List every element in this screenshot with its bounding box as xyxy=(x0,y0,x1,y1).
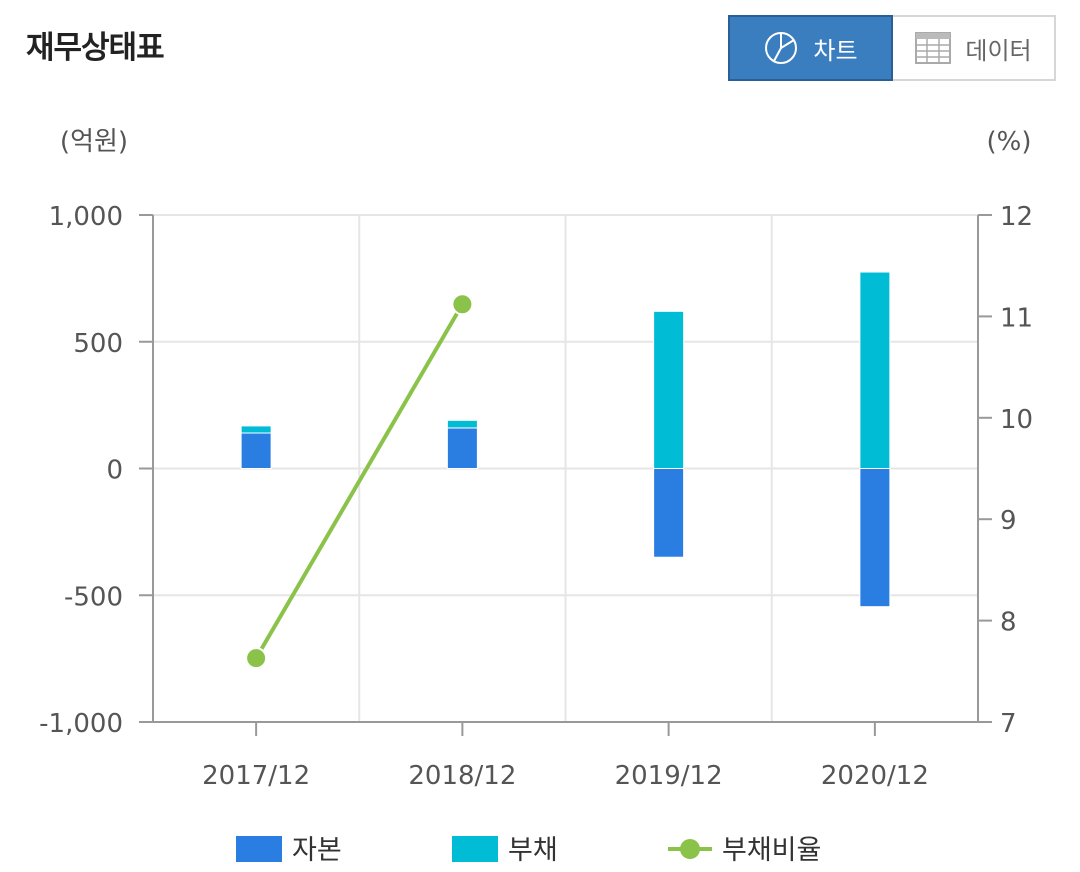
legend-capital-swatch xyxy=(236,836,282,862)
right-tick-label: 9 xyxy=(1000,506,1017,536)
legend-debt-swatch xyxy=(452,836,498,862)
right-tick-label: 7 xyxy=(1000,709,1017,739)
legend-capital-label[interactable]: 자본 xyxy=(292,835,342,866)
legend-ratio-label[interactable]: 부채비율 xyxy=(722,835,821,866)
x-tick-label: 2020/12 xyxy=(821,761,929,791)
left-tick-label: 1,000 xyxy=(49,202,123,232)
chart-view-button[interactable]: 차트 xyxy=(728,15,893,81)
left-tick-label: 0 xyxy=(106,456,123,486)
capital-bar[interactable] xyxy=(446,427,478,470)
capital-bar[interactable] xyxy=(859,468,891,608)
ratio-point[interactable] xyxy=(451,293,474,316)
left-tick-label: -500 xyxy=(64,582,123,612)
page-title: 재무상태표 xyxy=(26,30,165,66)
right-tick-label: 11 xyxy=(1000,303,1033,333)
view-toggle: 차트 데이터 xyxy=(728,15,1056,81)
debt-bar[interactable] xyxy=(859,271,891,469)
debt-bar[interactable] xyxy=(653,310,685,469)
right-axis-unit: (%) xyxy=(987,127,1032,157)
debt-bar[interactable] xyxy=(240,425,272,434)
right-tick-label: 10 xyxy=(1000,405,1033,435)
data-view-button[interactable]: 데이터 xyxy=(893,15,1056,81)
ratio-point[interactable] xyxy=(245,647,268,670)
left-tick-label: -1,000 xyxy=(39,709,123,739)
legend-debt-label[interactable]: 부채 xyxy=(508,835,558,866)
legend-ratio-marker xyxy=(680,839,700,859)
left-tick-label: 500 xyxy=(73,329,123,359)
right-tick-label: 12 xyxy=(1000,202,1033,232)
chart-view-label: 차트 xyxy=(813,36,858,65)
table-icon xyxy=(915,32,952,64)
capital-bar[interactable] xyxy=(653,468,685,558)
x-tick-label: 2017/12 xyxy=(202,761,310,791)
capital-bar[interactable] xyxy=(240,432,272,470)
x-tick-label: 2018/12 xyxy=(408,761,516,791)
pie-chart-icon xyxy=(763,30,799,66)
debt-bar[interactable] xyxy=(446,419,478,429)
x-tick-label: 2019/12 xyxy=(615,761,723,791)
right-tick-label: 8 xyxy=(1000,608,1017,638)
data-view-label: 데이터 xyxy=(965,36,1032,65)
ratio-line xyxy=(254,303,465,660)
left-axis-unit: (억원) xyxy=(60,127,128,157)
